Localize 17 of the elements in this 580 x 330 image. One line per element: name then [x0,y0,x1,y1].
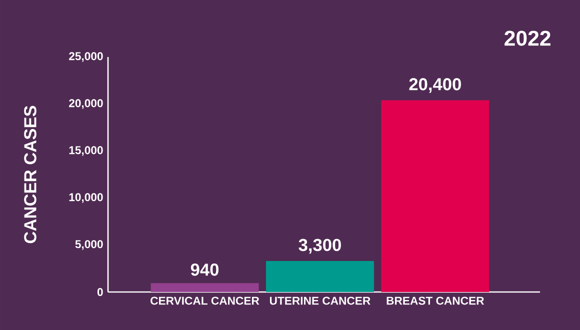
bar [150,283,259,292]
y-tick-label: 10,000 [69,193,103,203]
x-tick-label: BREAST CANCER [386,296,484,305]
data-label: 20,400 [409,78,461,93]
y-tick-label: 15,000 [69,146,103,156]
y-axis-title: CANCER CASES [24,106,36,244]
bar [266,260,374,292]
y-tick-label: 25,000 [69,52,103,62]
data-label: 3,300 [298,238,341,254]
y-tick-label: 5,000 [75,240,103,250]
data-label: 940 [190,264,219,276]
y-tick-label: 0 [97,288,103,296]
bar [381,100,490,292]
chart-title: 2022 [504,30,550,46]
x-tick-label: CERVICAL CANCER [150,296,260,305]
x-tick-label: UTERINE CANCER [270,296,370,305]
y-tick-label: 20,000 [69,99,103,109]
